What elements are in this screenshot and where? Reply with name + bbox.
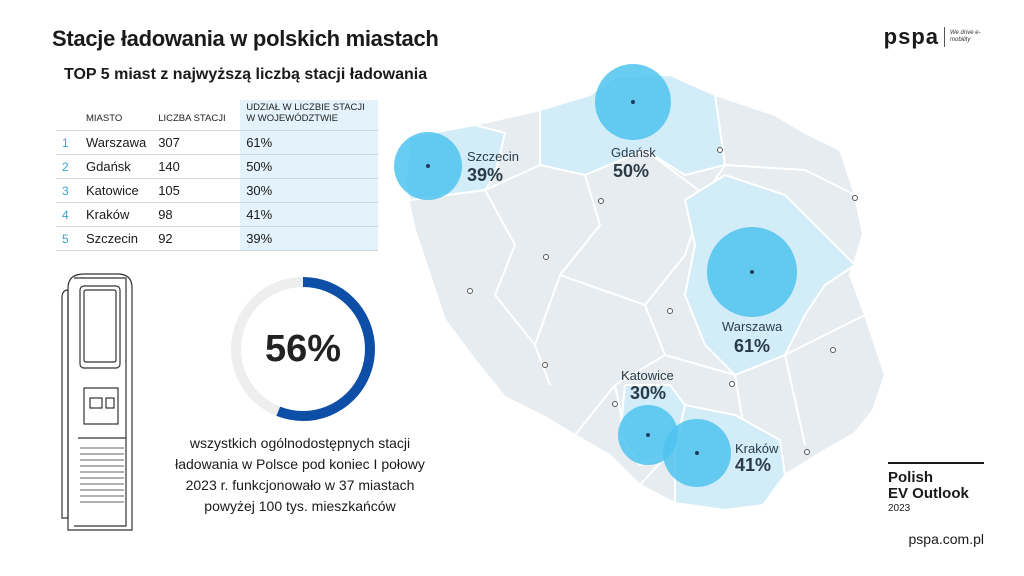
- logo-text: pspa: [883, 24, 939, 49]
- donut-value: 56%: [264, 327, 342, 370]
- minor-city-dots: [467, 147, 858, 455]
- caption-text: wszystkich ogólnodostępnych stacji ładow…: [175, 435, 425, 514]
- row-index: 5: [56, 226, 80, 251]
- page-title: Stacje ładowania w polskich miastach: [52, 26, 439, 51]
- donut-arc: [231, 277, 375, 421]
- label-gdansk-pct: 50%: [613, 161, 649, 181]
- label-katowice-pct: 30%: [630, 383, 666, 403]
- row-city: Kraków: [80, 202, 153, 227]
- city-centers: [426, 100, 754, 455]
- share-donut: [231, 277, 375, 421]
- label-szczecin-pct: 39%: [467, 165, 503, 185]
- pspa-logo: pspa We drive e-mobility: [884, 24, 984, 50]
- row-city: Katowice: [80, 178, 153, 203]
- outlook-title-line1: Polish: [888, 469, 934, 486]
- table-row: 4 Kraków 98 41%: [56, 202, 379, 227]
- row-count: 140: [152, 154, 241, 179]
- label-krakow-pct: 41%: [735, 455, 771, 475]
- charging-station-icon: [61, 273, 133, 531]
- outlook-divider: [888, 462, 984, 464]
- row-share: 50%: [240, 154, 379, 179]
- page-subtitle: TOP 5 miast z najwyższą liczbą stacji ła…: [64, 66, 428, 83]
- site-url[interactable]: pspa.com.pl: [908, 531, 984, 547]
- label-warszawa-pct: 61%: [734, 336, 770, 356]
- row-city: Gdańsk: [80, 154, 153, 179]
- row-share: 39%: [240, 226, 379, 251]
- row-share: 61%: [240, 130, 379, 155]
- label-katowice-name: Katowice: [621, 368, 674, 383]
- outlook-title-line2: EV Outlook: [888, 485, 969, 502]
- row-index: 4: [56, 202, 80, 227]
- row-index: 1: [56, 130, 80, 155]
- row-index: 2: [56, 154, 80, 179]
- row-share: 30%: [240, 178, 379, 203]
- row-index: 3: [56, 178, 80, 203]
- row-count: 98: [152, 202, 241, 227]
- label-gdansk-name: Gdańsk: [611, 145, 656, 160]
- top5-table: MIASTO LICZBA STACJI UDZIAŁ W LICZBIE ST…: [56, 100, 379, 251]
- table-row: 2 Gdańsk 140 50%: [56, 154, 379, 179]
- label-krakow-name: Kraków: [735, 441, 779, 456]
- row-count: 307: [152, 130, 241, 155]
- row-count: 105: [152, 178, 241, 203]
- label-warszawa-name: Warszawa: [722, 319, 783, 334]
- row-count: 92: [152, 226, 241, 251]
- table-row: 1 Warszawa 307 61%: [56, 130, 379, 155]
- label-szczecin-name: Szczecin: [467, 149, 519, 164]
- header-city: MIASTO: [86, 113, 123, 124]
- table-row: 5 Szczecin 92 39%: [56, 226, 379, 251]
- row-city: Warszawa: [80, 130, 153, 155]
- row-share: 41%: [240, 202, 379, 227]
- header-count: LICZBA STACJI: [158, 113, 226, 124]
- table-row: 3 Katowice 105 30%: [56, 178, 379, 203]
- header-share: UDZIAŁ W LICZBIE STACJI W WOJEWÓDZTWIE: [240, 100, 379, 131]
- poland-map: Szczecin 39% Gdańsk 50% Warszawa 61% Kat…: [394, 64, 887, 512]
- row-city: Szczecin: [80, 226, 153, 251]
- outlook-year: 2023: [888, 503, 911, 514]
- logo-tagline: We drive e-mobility: [950, 30, 981, 43]
